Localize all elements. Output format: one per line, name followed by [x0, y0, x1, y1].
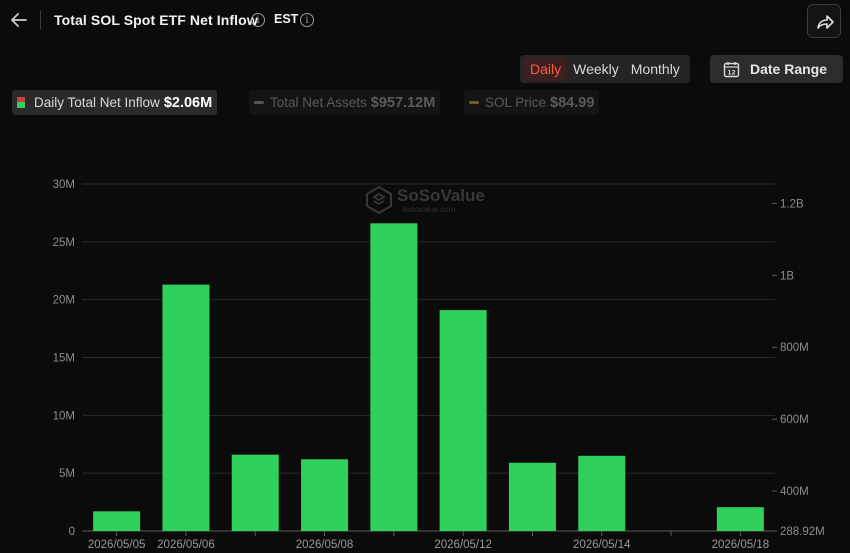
y-tick-label: 10M [53, 410, 75, 422]
page-title: Total SOL Spot ETF Net Inflow [54, 12, 258, 28]
bar [439, 310, 487, 531]
bar [93, 511, 141, 531]
timezone-info-icon[interactable]: i [300, 13, 314, 27]
info-icon[interactable]: i [251, 13, 265, 27]
bar [231, 454, 279, 531]
legend-label: Daily Total Net Inflow [34, 95, 160, 110]
y-tick-label: 20M [53, 295, 75, 307]
period-weekly[interactable]: Weekly [573, 61, 619, 77]
y-right-tick-label: 600M [780, 414, 809, 426]
legend-sol-price[interactable]: SOL Price $84.99 [464, 90, 600, 115]
x-tick-label: 2026/05/05 [88, 539, 146, 551]
bar [370, 223, 418, 531]
y-tick-label: 30M [53, 179, 75, 191]
timezone-label: EST [274, 12, 299, 26]
watermark-site: sosovalue.com [402, 205, 456, 214]
y-tick-label: 15M [53, 353, 75, 365]
watermark-name: SoSoValue [397, 186, 485, 205]
period-selector: Daily Weekly Monthly [520, 55, 690, 83]
header-divider [40, 10, 41, 30]
bar-chart: 0 5M 10M 15M 20M 25M 30M 288.92M 400M 600M 800M 1B 1… [53, 179, 825, 551]
period-monthly[interactable]: Monthly [630, 61, 680, 77]
legend-value: $2.06M [163, 94, 213, 111]
y-right-tick-label: 1.2B [780, 198, 804, 210]
legend-value: $957.12M [370, 94, 436, 111]
bar [301, 459, 349, 531]
bar [162, 284, 210, 531]
header-bar: Total SOL Spot ETF Net Inflow i EST i [0, 0, 850, 42]
calendar-icon: 12 [723, 62, 740, 78]
legend-swatch-line [254, 101, 264, 104]
bar [508, 462, 556, 531]
legend-label: Total Net Assets [270, 95, 367, 110]
x-tick-label: 2026/05/18 [712, 539, 770, 551]
share-icon [817, 15, 834, 29]
legend-total-net-assets[interactable]: Total Net Assets $957.12M [249, 90, 441, 115]
bar [578, 455, 626, 531]
sosovalue-watermark: SoSoValue sosovalue.com [366, 185, 485, 219]
legend-value: $84.99 [550, 94, 595, 111]
x-tick-label: 2026/05/08 [296, 539, 354, 551]
svg-text:12: 12 [727, 69, 735, 76]
y-right-tick-label: 800M [780, 342, 809, 354]
y-right-tick-label: 400M [780, 486, 809, 498]
legend-daily-net-inflow[interactable]: Daily Total Net Inflow $2.06M [12, 90, 218, 115]
legend-swatch-bar [17, 97, 25, 108]
y-tick-label: 0 [69, 526, 75, 538]
bar [716, 507, 764, 531]
sosovalue-logo-icon [366, 185, 392, 215]
y-right-tick-label: 1B [780, 270, 794, 282]
legend-label: SOL Price [485, 95, 547, 110]
date-range-button[interactable]: 12 Date Range [710, 55, 843, 83]
y-right-tick-label: 288.92M [780, 526, 825, 538]
period-daily[interactable]: Daily [524, 57, 568, 81]
y-tick-label: 25M [53, 237, 75, 249]
share-button[interactable] [807, 4, 841, 38]
x-tick-label: 2026/05/14 [573, 539, 631, 551]
y-tick-label: 5M [59, 468, 75, 480]
x-tick-label: 2026/05/12 [434, 539, 492, 551]
date-range-label: Date Range [750, 61, 828, 77]
x-tick-label: 2026/05/06 [157, 539, 215, 551]
legend-swatch-line [469, 101, 479, 104]
back-arrow-icon[interactable] [8, 9, 30, 31]
